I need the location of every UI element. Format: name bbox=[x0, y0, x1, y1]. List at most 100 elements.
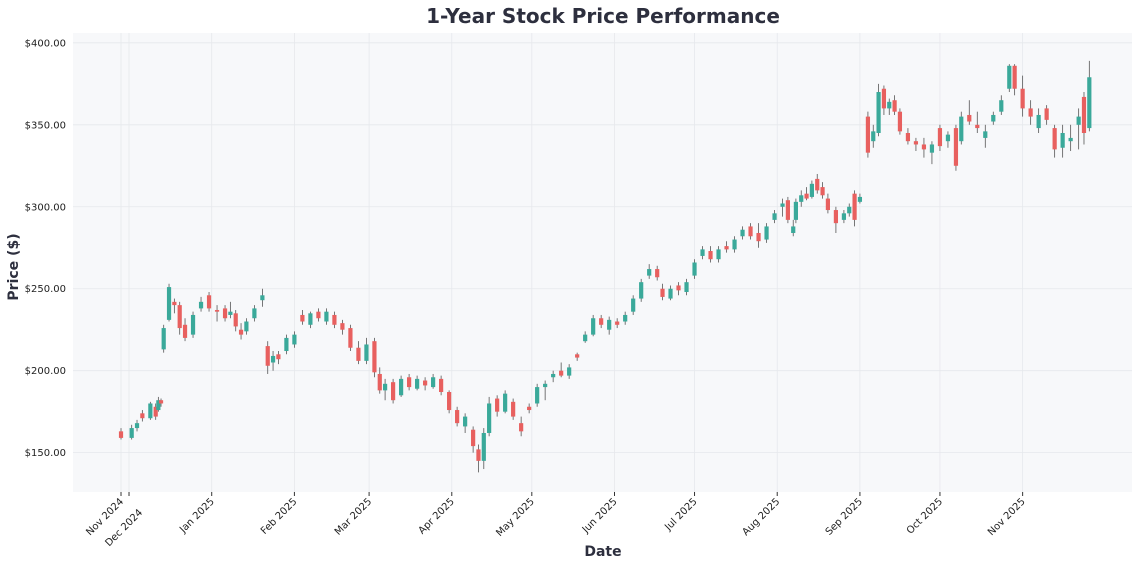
candle-body-down bbox=[815, 178, 820, 191]
candle-body-up bbox=[591, 318, 596, 335]
candle-body-up bbox=[847, 206, 852, 214]
candle-body-down bbox=[575, 354, 580, 358]
candle-body-down bbox=[377, 373, 382, 391]
candle-body-up bbox=[463, 416, 468, 427]
candle-body-up bbox=[945, 134, 951, 142]
candle-body-up bbox=[772, 213, 777, 220]
candle-body-down bbox=[937, 128, 943, 147]
candle-body-up bbox=[134, 423, 140, 429]
x-tick-label: Sep 2025 bbox=[824, 496, 865, 537]
candle-body-up bbox=[415, 378, 420, 389]
candle-body-down bbox=[177, 305, 182, 329]
candle-body-down bbox=[300, 314, 305, 322]
candle-body-up bbox=[887, 101, 892, 109]
candle-body-up bbox=[1076, 116, 1081, 125]
y-tick-label: $350.00 bbox=[25, 120, 66, 131]
candle-body-up bbox=[148, 403, 153, 419]
x-tick-label: Jul 2025 bbox=[662, 496, 699, 533]
candle-body-down bbox=[676, 285, 681, 291]
chart-title: 1-Year Stock Price Performance bbox=[426, 4, 780, 28]
candle-body-up bbox=[684, 282, 689, 293]
candle-body-up bbox=[791, 226, 796, 233]
candle-body-up bbox=[166, 287, 172, 320]
candle-body-down bbox=[804, 193, 809, 199]
candle-body-down bbox=[447, 392, 452, 411]
x-tick-label: Jun 2025 bbox=[580, 496, 620, 536]
candle-body-up bbox=[244, 321, 249, 332]
candle-body-up bbox=[503, 393, 508, 412]
candle-body-down bbox=[495, 398, 500, 412]
candle-body-down bbox=[756, 232, 761, 242]
x-tick-label: Feb 2025 bbox=[259, 496, 300, 537]
candle-body-down bbox=[953, 128, 959, 166]
candle-body-down bbox=[897, 111, 903, 132]
candle-body-up bbox=[809, 183, 814, 197]
y-tick-label: $250.00 bbox=[25, 284, 66, 295]
candle-body-down bbox=[881, 88, 887, 109]
candle-body-up bbox=[284, 337, 289, 352]
candle-body-down bbox=[265, 346, 270, 366]
candle-body-down bbox=[785, 200, 790, 220]
candle-body-up bbox=[260, 295, 265, 301]
candle-body-up bbox=[535, 387, 540, 404]
candle-body-up bbox=[841, 213, 847, 220]
plot-background bbox=[73, 33, 1132, 492]
candle-body-up bbox=[991, 114, 996, 122]
candle-body-down bbox=[1052, 128, 1057, 150]
candle-body-down bbox=[182, 324, 188, 338]
candle-body-down bbox=[238, 329, 244, 335]
candle-body-up bbox=[1036, 114, 1041, 129]
candle-body-up bbox=[198, 301, 204, 309]
candle-body-down bbox=[511, 401, 516, 417]
candle-body-down bbox=[825, 198, 831, 211]
candle-body-down bbox=[172, 301, 177, 306]
candle-body-down bbox=[276, 354, 281, 360]
candle-body-down bbox=[724, 246, 729, 250]
candle-body-up bbox=[583, 334, 588, 342]
candle-body-down bbox=[913, 141, 919, 145]
candle-body-down bbox=[967, 114, 972, 122]
candle-body-up bbox=[399, 378, 404, 396]
candle-body-up bbox=[364, 344, 369, 361]
candle-body-up bbox=[639, 282, 644, 299]
candle-body-up bbox=[692, 262, 697, 276]
candle-body-down bbox=[1081, 96, 1087, 133]
grid bbox=[73, 33, 1132, 492]
candle-body-up bbox=[764, 226, 769, 240]
y-axis-ticks: $150.00 $200.00 $250.00 $300.00 $350.00 $400.… bbox=[25, 38, 66, 459]
candle-body-up bbox=[668, 288, 673, 299]
candle-body-up bbox=[999, 100, 1004, 112]
candle-body-down bbox=[833, 210, 839, 224]
candle-body-up bbox=[700, 249, 705, 256]
candle-body-up bbox=[732, 239, 737, 250]
candle-body-up bbox=[190, 314, 196, 335]
candle-body-down bbox=[348, 328, 353, 348]
candle-body-up bbox=[793, 201, 798, 220]
candle-body-up bbox=[431, 377, 436, 388]
x-tick-label: Mar 2025 bbox=[333, 496, 374, 537]
candle-body-up bbox=[799, 195, 804, 202]
x-tick-label: May 2025 bbox=[494, 496, 537, 539]
x-tick-label: Jan 2025 bbox=[177, 496, 217, 536]
candle-body-up bbox=[857, 196, 863, 202]
x-tick-label: Nov 2025 bbox=[986, 496, 1028, 538]
candle-body-up bbox=[129, 428, 134, 438]
candle-body-up bbox=[324, 311, 329, 322]
candle-body-down bbox=[332, 314, 337, 325]
y-tick-label: $400.00 bbox=[25, 38, 66, 49]
candle-body-up bbox=[481, 432, 486, 461]
candle-body-down bbox=[118, 431, 124, 438]
candle-body-down bbox=[316, 311, 321, 319]
candle-body-down bbox=[222, 308, 228, 319]
candle-body-down bbox=[1028, 108, 1033, 117]
y-axis-label: Price ($) bbox=[6, 233, 22, 300]
x-tick-label: Oct 2025 bbox=[905, 496, 945, 536]
candle-body-down bbox=[340, 323, 345, 330]
candle-body-down bbox=[1020, 88, 1025, 109]
x-axis-label: Date bbox=[584, 544, 621, 560]
candle-body-down bbox=[975, 124, 980, 129]
candle-body-down bbox=[153, 406, 158, 417]
candle-body-down bbox=[372, 341, 377, 373]
